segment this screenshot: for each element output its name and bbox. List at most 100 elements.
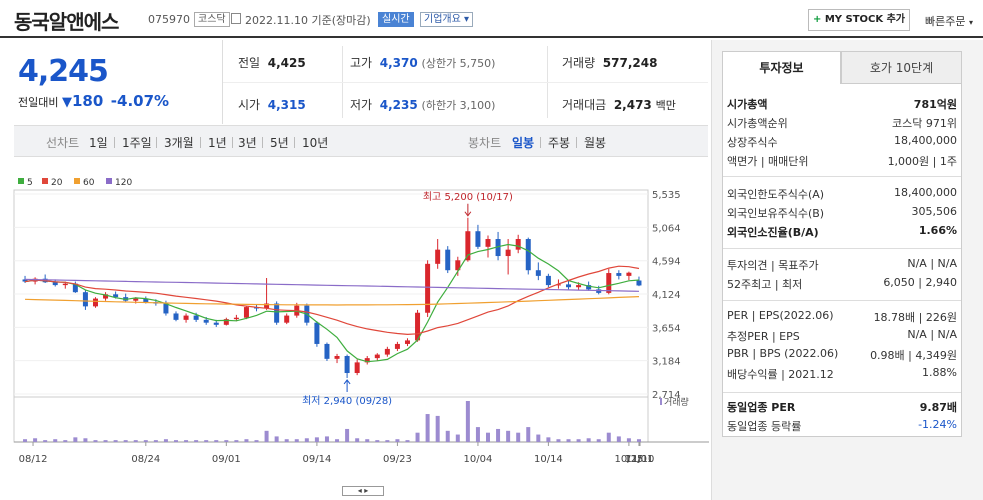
divider [723,300,961,301]
x-tick-label: 10/14 [534,454,563,465]
corp-info-button[interactable]: 기업개요 ▾ [420,12,474,27]
stock-code: 075970 [148,13,190,26]
x-tick-label: 11/10 [626,454,655,465]
realtime-button[interactable]: 실시간 [378,12,414,27]
label: 전일 [238,56,261,70]
plus-icon: + [812,14,822,25]
legend-ma20: 20 [42,178,62,188]
volume-bar [23,439,28,442]
period-1y[interactable]: 1년 [208,136,227,150]
candle-body [92,298,98,307]
period-1d[interactable]: 1일 [89,136,108,150]
my-stock-add-button[interactable]: + MY STOCK 추가 [808,9,910,31]
volume-bar [486,432,490,442]
value: 577,248 [602,56,658,70]
candle-chart-label[interactable]: 봉차트 [468,136,502,150]
volume-bar [445,430,450,442]
candle-body [495,239,501,257]
candle-body [314,322,320,344]
line-chart-label[interactable]: 선차트 [46,136,80,150]
date-text: 2022.11.10 기준(장마감) [245,14,371,27]
label: 저가 [350,98,373,112]
volume-bar [556,439,561,442]
candle-body [515,239,521,250]
info-row: PBR | BPS (2022.06) 0.98배 | 4,349원 [727,347,957,363]
info-label: 동일업종 PER [727,401,796,414]
info-value: -1.24% [918,418,957,431]
candle-body [626,272,632,276]
volume-bar [425,414,430,442]
volume-bar [636,439,641,442]
x-tick-label: 08/12 [19,454,48,465]
info-value: 1.88% [922,366,957,379]
candle-body [354,362,360,374]
tab-investment-info[interactable]: 투자정보 [722,51,841,84]
chevron-down-icon: ▾ [464,14,470,25]
chart-toolbar: 선차트 1일 1주일 3개월 1년 3년 5년 10년 봉차트 일봉 주봉 월봉 [14,125,708,157]
volume-bar [133,440,138,442]
info-value: 781억원 [913,98,957,111]
upper-limit: (상한가 5,750) [421,57,496,70]
candle-body [555,284,561,286]
legend-ma60: 60 [74,178,94,188]
volume-bar [345,428,350,442]
value: 4,370 [379,56,418,70]
candle-body [113,294,119,298]
candle-body [82,292,88,307]
volume-bar [103,440,108,442]
info-label: 배당수익률 | 2021.12 [727,368,834,381]
volume-bar [43,440,48,442]
volume-bar [123,440,128,442]
chart-scroll-handle[interactable]: ◂ ▸ [342,486,384,496]
candle-body [566,284,572,288]
volume-bar [566,439,571,442]
volume-legend-swatch [660,398,662,405]
current-price: 4,245 [18,54,109,89]
candle-monthly[interactable]: 월봉 [584,136,607,150]
value: 2,473 [613,98,652,112]
price-box: 4,245 전일대비 ▼180 -4.07% [14,40,223,124]
candle-body [274,303,280,323]
tab-orderbook-10[interactable]: 호가 10단계 [841,51,962,84]
volume-bar [405,440,410,442]
volume-bar [596,439,601,442]
volume-bar [546,437,551,442]
x-tick-label: 11/01 [625,454,654,465]
value: 4,235 [379,98,418,112]
volume-bar [385,440,390,442]
period-1w[interactable]: 1주일 [122,136,152,150]
y-tick-label: 4,124 [652,290,681,301]
candle-body [133,298,139,301]
period-10y[interactable]: 10년 [302,136,329,150]
corp-info-label: 기업개요 [424,14,461,25]
info-label: 동일업종 등락률 [727,420,802,433]
value: 4,425 [267,56,306,70]
divider [723,392,961,393]
info-value: N/A | N/A [907,257,957,270]
period-3m[interactable]: 3개월 [164,136,194,150]
y-tick-label: 5,064 [652,223,681,234]
volume-bar [526,427,531,442]
info-value: 305,506 [911,205,958,218]
candle-weekly[interactable]: 주봉 [548,136,571,150]
label: 고가 [350,56,373,70]
candle-body [475,231,481,247]
info-label: 추정PER | EPS [727,330,800,343]
period-5y[interactable]: 5년 [270,136,289,150]
volume-bar [496,428,501,442]
volume-label: 거래량 [664,396,689,408]
x-tick-label: 10/25 [614,454,643,465]
candle-daily[interactable]: 일봉 [512,136,535,150]
info-label: 시가총액순위 [727,117,788,130]
volume-bar [606,432,611,442]
info-value: 18.78배 | 226원 [873,311,957,324]
info-row: 액면가 | 매매단위 1,000원 | 1주 [727,153,957,169]
info-value: 코스닥 971위 [892,117,957,130]
candle-body [223,319,229,325]
candle-body [72,283,78,293]
down-triangle-icon: ▼ [61,95,72,110]
quick-order-link[interactable]: 빠른주문 ▾ [925,13,973,29]
period-3y[interactable]: 3년 [238,136,257,150]
legend-ma120: 120 [106,178,132,188]
